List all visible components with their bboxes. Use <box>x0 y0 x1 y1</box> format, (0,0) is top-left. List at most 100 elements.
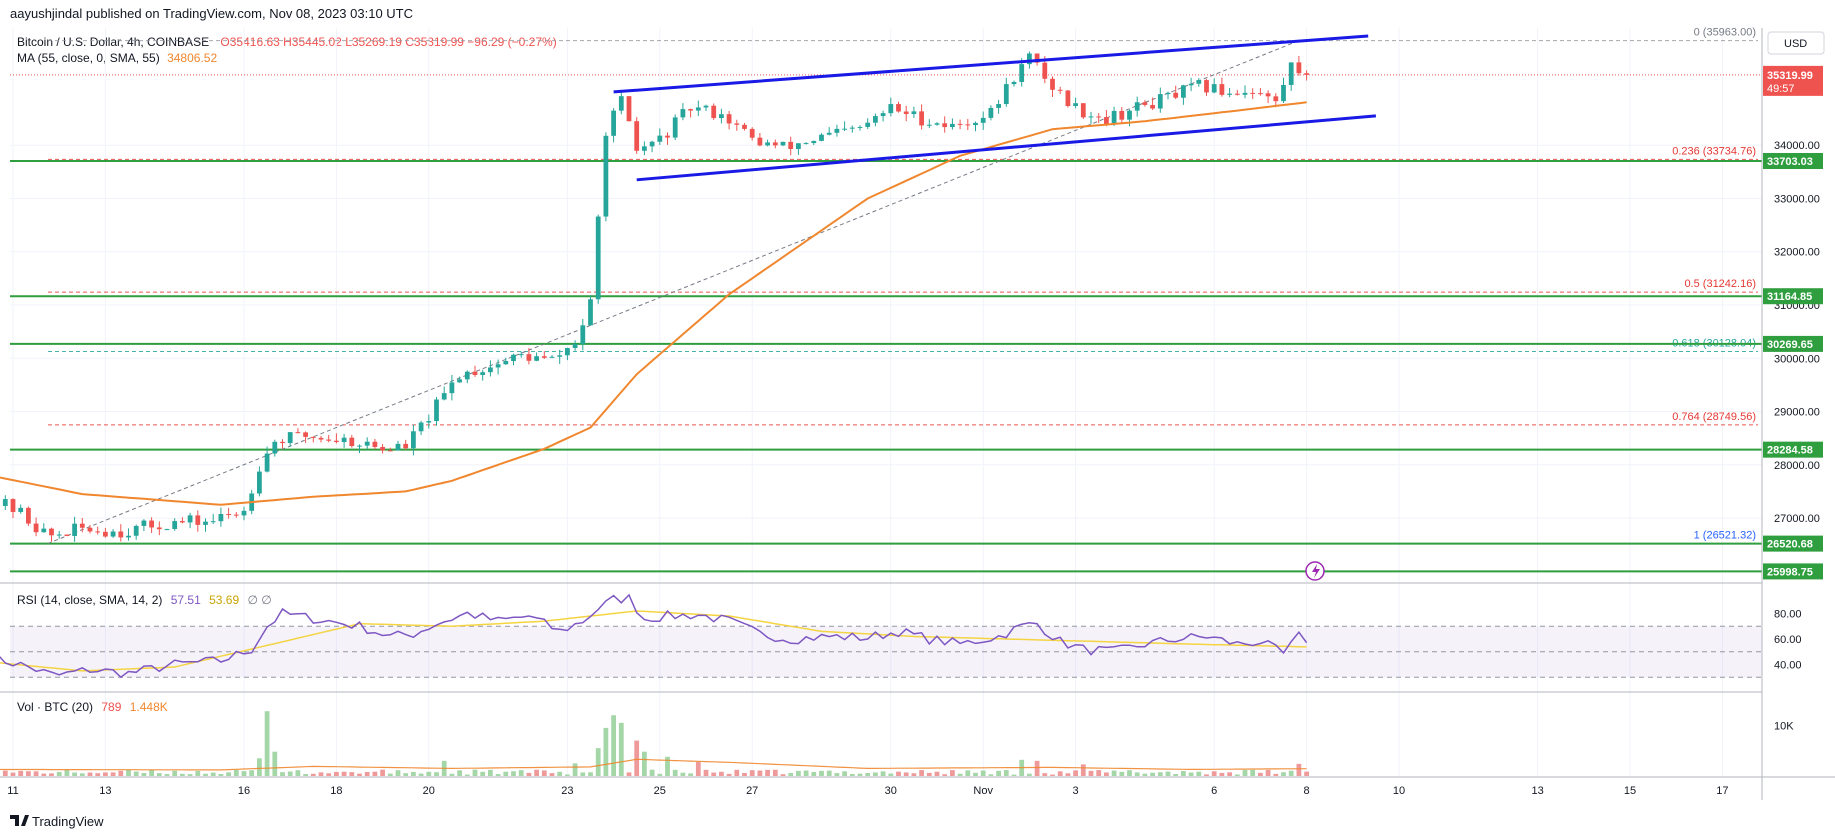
volume-bar <box>1057 771 1063 776</box>
candle-body <box>287 432 293 444</box>
volume-bar <box>411 771 416 776</box>
candle-body <box>541 356 547 358</box>
candle-body <box>372 441 378 447</box>
candle-body <box>865 122 871 127</box>
volume-bar <box>1111 770 1117 776</box>
volume-bar <box>133 771 139 776</box>
volume-bar <box>26 771 31 776</box>
volume-bar <box>56 771 62 776</box>
last-price-tag <box>1763 65 1823 96</box>
rsi-legend[interactable]: RSI (14, close, SMA, 14, 2) 57.51 53.69 … <box>17 593 272 607</box>
candle-body <box>788 141 794 149</box>
volume-bar <box>1011 774 1017 776</box>
candle-body <box>2 499 8 506</box>
candle-body <box>318 437 324 440</box>
candle-body <box>1111 110 1117 125</box>
rsi-pane[interactable] <box>0 593 1762 679</box>
tradingview-logo[interactable]: TradingView <box>10 814 104 829</box>
volume-bar <box>1304 771 1309 776</box>
candle-body <box>719 114 724 119</box>
volume-bar <box>903 772 909 776</box>
candle-body <box>1157 94 1163 109</box>
volume-bar <box>742 773 747 776</box>
candle-body <box>1119 110 1125 120</box>
volume-bar <box>1211 771 1217 776</box>
volume-bar <box>788 772 794 776</box>
candle-body <box>387 450 393 452</box>
volume-bar <box>1104 772 1109 776</box>
candle-body <box>87 527 93 532</box>
volume-bar <box>449 773 455 776</box>
candle-body <box>79 523 85 528</box>
volume-bar <box>1034 760 1040 776</box>
candle-body <box>226 514 231 516</box>
fib-level-label: 0.236 (33734.76) <box>1672 145 1756 157</box>
price-tick-label: 33000.00 <box>1774 193 1820 205</box>
candle-body <box>26 507 31 524</box>
candle-body <box>826 132 832 135</box>
symbol-legend[interactable]: Bitcoin / U.S. Dollar, 4h, COINBASE O354… <box>17 35 557 49</box>
volume-ma-line <box>0 758 1307 771</box>
candle-body <box>926 124 932 126</box>
price-pane[interactable]: 0 (35963.00) 0.236 (33734.76) 0.5 (31242.1… <box>0 27 1762 776</box>
candle-body <box>557 355 563 357</box>
candle-body <box>403 443 409 449</box>
volume-bar <box>1096 770 1102 776</box>
event-marker-icon[interactable] <box>1305 561 1325 581</box>
volume-bar <box>1296 763 1302 776</box>
time-tick-label: 25 <box>654 785 666 797</box>
volume-bar <box>1181 771 1186 776</box>
support-price-tag <box>1763 153 1823 170</box>
candle-body <box>1273 96 1279 102</box>
candle-body <box>218 514 224 522</box>
volume-bar <box>672 769 678 776</box>
price-tick-label: 29000.00 <box>1774 407 1820 419</box>
volume-ma-value: 1.448K <box>130 700 168 714</box>
candle-body <box>857 126 863 128</box>
rsi-extra: ∅ ∅ <box>247 593 271 607</box>
candle-body <box>911 111 917 115</box>
candle-body <box>187 515 193 523</box>
candle-body <box>896 104 901 112</box>
candle-body <box>1073 103 1078 106</box>
volume-bar <box>1042 773 1048 776</box>
candle-body <box>1019 64 1025 82</box>
volume-bar <box>834 773 840 776</box>
candle-body <box>1242 92 1248 95</box>
candle-body <box>1142 102 1148 105</box>
time-tick-label: 6 <box>1211 785 1217 797</box>
candle-body <box>980 117 986 123</box>
candle-body <box>18 507 24 512</box>
candle-body <box>634 121 640 151</box>
volume-legend[interactable]: Vol · BTC (20) 789 1.448K <box>17 700 168 714</box>
candle-body <box>511 354 516 362</box>
time-tick-label: 18 <box>330 785 342 797</box>
volume-bar <box>534 769 539 776</box>
volume-bar <box>595 748 601 776</box>
volume-bar <box>18 770 24 776</box>
candle-body <box>726 114 732 124</box>
volume-pane[interactable] <box>0 711 1309 776</box>
candle-body <box>126 535 131 538</box>
candle-body <box>626 96 632 122</box>
volume-bar <box>480 771 486 776</box>
volume-bar <box>665 756 670 776</box>
candle-body <box>618 96 624 111</box>
time-tick-label: 13 <box>99 785 111 797</box>
rsi-sma-value: 53.69 <box>209 593 239 607</box>
candle-body <box>1042 62 1048 79</box>
candle-body <box>464 371 470 380</box>
candle-body <box>642 146 647 151</box>
volume-bar <box>803 770 809 776</box>
support-price-tag <box>1763 535 1823 552</box>
candle-body <box>611 110 616 136</box>
candle-body <box>272 441 278 454</box>
candle-body <box>1134 102 1140 111</box>
candle-body <box>295 432 301 434</box>
ma-legend[interactable]: MA (55, close, 0, SMA, 55) 34806.52 <box>17 51 217 65</box>
time-tick-label: 27 <box>746 785 758 797</box>
candle-body <box>380 446 385 451</box>
candle-body <box>280 441 285 444</box>
candle-body <box>988 107 994 118</box>
